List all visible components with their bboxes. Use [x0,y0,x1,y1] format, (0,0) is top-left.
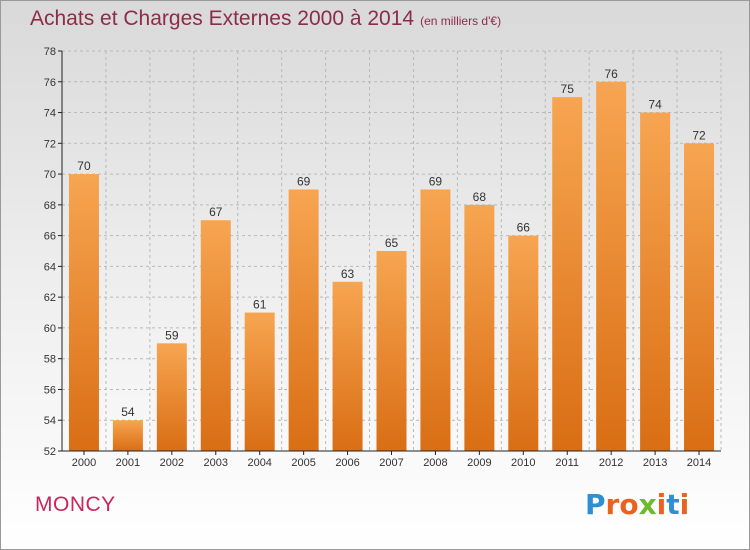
commune-name: MONCY [35,493,116,516]
y-tick-label: 62 [44,292,56,304]
chart-title-text: Achats et Charges Externes 2000 à 2014 [30,7,415,30]
bar-value-label: 63 [341,267,355,281]
x-tick-label: 2014 [687,457,711,469]
x-tick-label: 2009 [467,457,491,469]
y-tick-label: 78 [44,46,56,58]
bar[interactable] [552,97,583,452]
logo-letter: t [666,488,680,521]
logo-letter: o [619,488,639,521]
x-tick-label: 2007 [379,457,403,469]
y-tick-label: 76 [44,77,56,89]
x-tick-label: 2008 [423,457,447,469]
y-tick-label: 56 [44,384,56,396]
bars [68,81,715,452]
bar-value-label: 54 [121,405,135,419]
bar-value-label: 67 [209,205,223,219]
x-tick-label: 2002 [160,457,184,469]
y-tick-label: 58 [44,354,56,366]
bar-value-label: 66 [517,221,531,235]
x-tick-label: 2005 [291,457,315,469]
y-tick-label: 74 [44,108,56,120]
bar[interactable] [640,112,671,452]
bar-value-label: 65 [385,236,399,250]
chart-title: Achats et Charges Externes 2000 à 2014 (e… [30,7,501,31]
logo-letter: x [638,488,657,521]
x-tick-label: 2003 [204,457,228,469]
logo-letter: i [656,488,667,521]
bar-value-label: 61 [253,298,267,312]
y-tick-label: 68 [44,200,56,212]
y-tick-label: 52 [44,446,56,458]
proxiti-logo[interactable]: Proxiti [585,488,689,521]
bar[interactable] [684,143,715,452]
logo-letter: P [585,488,606,521]
bar[interactable] [420,189,451,451]
bar[interactable] [112,420,143,451]
y-tick-label: 64 [44,261,56,273]
bar[interactable] [508,235,539,451]
logo-letter: i [679,488,690,521]
bar[interactable] [244,312,275,451]
bar[interactable] [376,251,407,451]
x-tick-label: 2004 [247,457,271,469]
bar-value-label: 59 [165,328,179,342]
grid-lines [62,50,722,451]
bar[interactable] [68,174,99,452]
y-tick-label: 70 [44,169,56,181]
x-tick-label: 2006 [335,457,359,469]
x-tick-label: 2012 [599,457,623,469]
y-tick-label: 66 [44,231,56,243]
x-tick-label: 2013 [643,457,667,469]
bar-value-label: 75 [561,82,575,96]
logo-letter: r [605,488,620,521]
x-tick-label: 2000 [72,457,96,469]
bar-value-label: 70 [77,159,91,173]
bar[interactable] [200,220,231,451]
x-tick-label: 2001 [116,457,140,469]
y-tick-label: 72 [44,138,56,150]
data-labels: 70 54 59 67 61 69 63 65 69 68 66 75 76 74 72 [77,67,706,419]
bar[interactable] [464,204,495,451]
axes: 52 54 56 58 60 62 64 66 68 70 72 74 76 78 2000 2001 2002… [44,46,721,469]
bar-value-label: 69 [297,174,311,188]
y-tick-label: 54 [44,415,56,427]
bar-value-label: 74 [648,98,662,112]
chart-subtitle: (en milliers d'€) [420,14,502,28]
x-tick-label: 2010 [511,457,535,469]
bar[interactable] [156,343,187,451]
bar-value-label: 69 [429,174,443,188]
bar[interactable] [596,81,627,452]
bar[interactable] [288,189,319,451]
bar-value-label: 68 [473,190,487,204]
x-tick-label: 2011 [555,457,579,469]
y-tick-label: 60 [44,323,56,335]
bar-value-label: 72 [692,128,706,142]
bar-value-label: 76 [604,67,618,81]
bar[interactable] [332,281,363,451]
